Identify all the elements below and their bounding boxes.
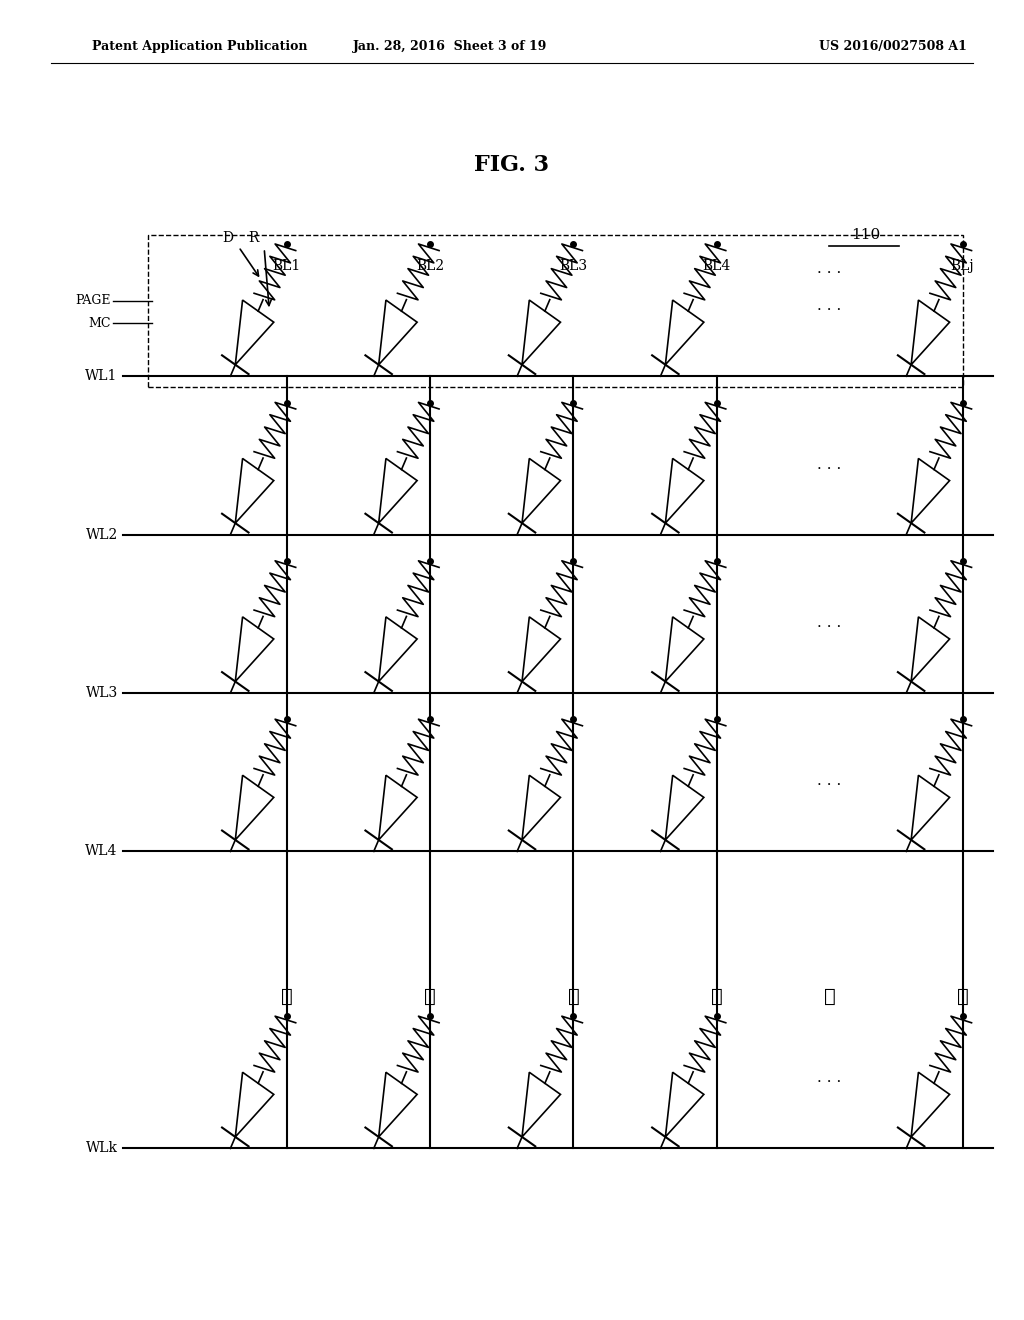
Text: ⋮: ⋮ bbox=[823, 987, 836, 1006]
Text: · · ·: · · · bbox=[817, 267, 842, 280]
Text: BL3: BL3 bbox=[559, 259, 588, 273]
Bar bbox=[148, 235, 963, 387]
Text: WLk: WLk bbox=[86, 1142, 118, 1155]
Text: · · ·: · · · bbox=[817, 1076, 842, 1089]
Text: ⋮: ⋮ bbox=[956, 987, 969, 1006]
Text: · · ·: · · · bbox=[817, 620, 842, 634]
Text: MC: MC bbox=[88, 317, 111, 330]
Text: BL1: BL1 bbox=[272, 259, 301, 273]
Text: R: R bbox=[249, 231, 259, 244]
Text: WL4: WL4 bbox=[85, 845, 118, 858]
Text: ⋮: ⋮ bbox=[567, 987, 580, 1006]
Text: ⋮: ⋮ bbox=[281, 987, 293, 1006]
Text: FIG. 3: FIG. 3 bbox=[474, 154, 550, 176]
Text: WL1: WL1 bbox=[85, 370, 118, 383]
Text: ⋮: ⋮ bbox=[711, 987, 723, 1006]
Text: BL4: BL4 bbox=[702, 259, 731, 273]
Text: · · ·: · · · bbox=[817, 779, 842, 792]
Text: PAGE: PAGE bbox=[75, 294, 111, 308]
Text: ⋮: ⋮ bbox=[424, 987, 436, 1006]
Text: D: D bbox=[222, 231, 232, 244]
Text: 110: 110 bbox=[851, 228, 880, 242]
Text: · · ·: · · · bbox=[817, 304, 842, 317]
Text: Jan. 28, 2016  Sheet 3 of 19: Jan. 28, 2016 Sheet 3 of 19 bbox=[353, 40, 548, 53]
Text: BL2: BL2 bbox=[416, 259, 444, 273]
Text: · · ·: · · · bbox=[817, 462, 842, 475]
Text: WL2: WL2 bbox=[86, 528, 118, 541]
Text: US 2016/0027508 A1: US 2016/0027508 A1 bbox=[819, 40, 967, 53]
Text: BLj: BLj bbox=[950, 259, 975, 273]
Text: WL3: WL3 bbox=[86, 686, 118, 700]
Text: Patent Application Publication: Patent Application Publication bbox=[92, 40, 307, 53]
